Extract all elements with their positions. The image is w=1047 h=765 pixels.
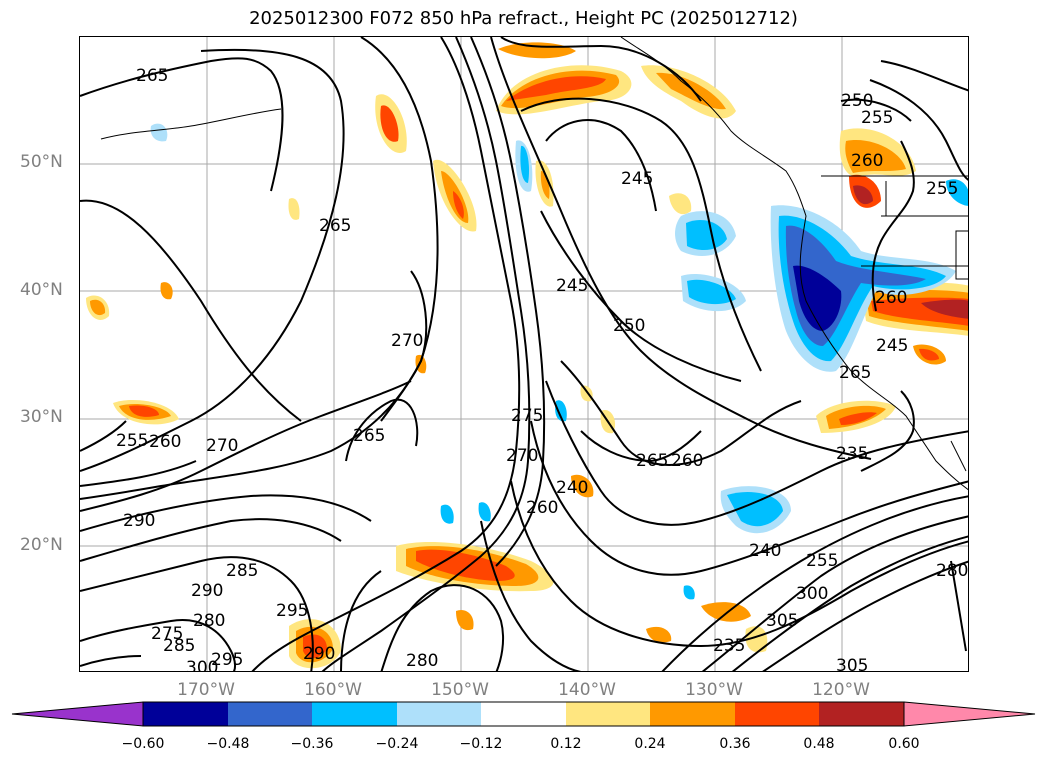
contour-label: 235 — [836, 444, 868, 464]
contour-label: 240 — [749, 541, 781, 561]
colorbar-tick: 0.36 — [719, 736, 751, 752]
contour-label: 305 — [836, 656, 868, 672]
contour-label: 260 — [526, 498, 558, 518]
contour-label: 280 — [193, 611, 225, 631]
contour-label: 300 — [186, 658, 218, 672]
colorbar — [0, 700, 1047, 734]
lon-label-150w: 150°W — [431, 680, 489, 700]
height-contours — [80, 37, 968, 671]
contour-label: 270 — [506, 446, 538, 466]
contour-label: 265 — [839, 363, 871, 383]
refractivity-shading — [86, 42, 968, 669]
contour-label: 260 — [851, 151, 883, 171]
contour-labels: 265 265 245 250 255 260 255 245 250 270 … — [116, 66, 968, 672]
contour-label: 255 — [806, 551, 838, 571]
contour-label: 265 — [636, 451, 668, 471]
colorbar-bin — [481, 702, 566, 726]
contour-label: 270 — [206, 436, 238, 456]
contour-label: 285 — [226, 561, 258, 581]
contour-label: 265 — [319, 216, 351, 236]
colorbar-tick: 0.60 — [888, 736, 920, 752]
contour-label: 305 — [766, 611, 798, 631]
contour-label: 295 — [276, 601, 308, 621]
contour-label: 270 — [391, 331, 423, 351]
contour-label: 265 — [353, 426, 385, 446]
contour-label: 290 — [123, 511, 155, 531]
colorbar-bin — [312, 702, 397, 726]
colorbar-tick: 0.48 — [803, 736, 835, 752]
map-title: 2025012300 F072 850 hPa refract., Height… — [249, 8, 798, 29]
contour-label: 245 — [621, 169, 653, 189]
colorbar-tick: −0.24 — [375, 736, 419, 752]
lat-label-50n: 50°N — [20, 152, 63, 172]
lon-label-120w: 120°W — [812, 680, 870, 700]
lat-label-30n: 30°N — [20, 407, 63, 427]
lon-label-170w: 170°W — [177, 680, 235, 700]
contour-label: 275 — [151, 624, 183, 644]
lon-label-160w: 160°W — [304, 680, 362, 700]
contour-label: 255 — [861, 108, 893, 128]
lon-label-130w: 130°W — [685, 680, 743, 700]
colorbar-tick: −0.36 — [290, 736, 334, 752]
map-canvas: 265 265 245 250 255 260 255 245 250 270 … — [80, 37, 968, 672]
colorbar-bin — [228, 702, 312, 726]
colorbar-bin — [566, 702, 650, 726]
colorbar-tick: −0.60 — [121, 736, 165, 752]
colorbar-extend-min — [11, 701, 144, 727]
contour-label: 235 — [713, 636, 745, 656]
contour-label: 240 — [556, 478, 588, 498]
colorbar-bin — [819, 702, 904, 726]
contour-label: 280 — [936, 561, 968, 581]
colorbar-bin — [735, 702, 819, 726]
contour-label: 295 — [211, 650, 243, 670]
contour-label: 250 — [613, 316, 645, 336]
colorbar-bin — [650, 702, 735, 726]
contour-label: 280 — [406, 651, 438, 671]
contour-label: 260 — [149, 432, 181, 452]
contour-label: 255 — [116, 431, 148, 451]
contour-label: 260 — [671, 451, 703, 471]
contour-label: 260 — [875, 288, 907, 308]
contour-label: 285 — [163, 636, 195, 656]
lat-label-20n: 20°N — [20, 535, 63, 555]
contour-label: 255 — [926, 179, 958, 199]
contour-label: 290 — [191, 581, 223, 601]
graticule — [80, 37, 968, 671]
colorbar-tick: −0.12 — [459, 736, 503, 752]
contour-label: 245 — [556, 276, 588, 296]
contour-label: 250 — [841, 91, 873, 111]
lat-label-40n: 40°N — [20, 280, 63, 300]
map-panel: 265 265 245 250 255 260 255 245 250 270 … — [79, 36, 969, 672]
contour-label: 290 — [303, 644, 335, 664]
colorbar-tick: 0.12 — [550, 736, 582, 752]
coastlines — [100, 37, 968, 491]
contour-label: 265 — [136, 66, 168, 86]
contour-label: 245 — [876, 336, 908, 356]
colorbar-tick: 0.24 — [634, 736, 666, 752]
lon-label-140w: 140°W — [558, 680, 616, 700]
contour-label: 275 — [511, 406, 543, 426]
colorbar-svg — [11, 701, 1036, 727]
colorbar-tick: −0.48 — [206, 736, 250, 752]
colorbar-bin — [397, 702, 481, 726]
colorbar-extend-max — [903, 701, 1036, 727]
colorbar-bin — [143, 702, 228, 726]
contour-label: 300 — [796, 584, 828, 604]
